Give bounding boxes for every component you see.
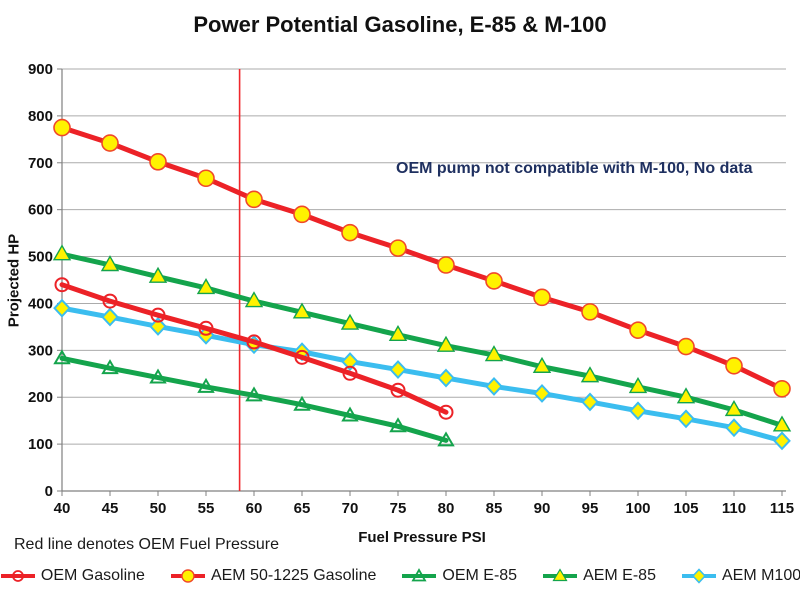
- legend-item-aem-50-1225-gasoline: AEM 50-1225 Gasoline: [169, 566, 376, 586]
- x-tick-label: 70: [342, 500, 359, 517]
- oem-gasoline-marker-icon: [0, 570, 35, 582]
- oem-e85-marker-icon: [402, 568, 437, 582]
- y-tick-label: 800: [28, 108, 53, 125]
- x-tick-label: 105: [673, 500, 698, 517]
- x-tick-label: 90: [534, 500, 551, 517]
- x-tick-label: 40: [54, 500, 71, 517]
- legend-label: AEM M100: [721, 567, 800, 584]
- y-tick-label: 100: [28, 436, 53, 453]
- x-tick-label: 110: [722, 500, 746, 517]
- chart-title: Power Potential Gasoline, E-85 & M-100: [193, 12, 607, 37]
- legend-item-oem-e85: OEM E-85: [400, 566, 517, 586]
- x-tick-label: 95: [582, 500, 599, 517]
- y-tick-label: 300: [28, 342, 53, 359]
- y-axis-title: Projected HP: [5, 233, 23, 328]
- y-tick-label: 400: [28, 295, 53, 312]
- x-tick-label: 80: [438, 500, 455, 517]
- series-line-oem-e-85: [59, 355, 449, 443]
- legend-label: OEM E-85: [442, 567, 518, 584]
- x-tick-label: 55: [198, 500, 215, 517]
- chart-annotation: OEM pump not compatible with M-100, No d…: [396, 160, 753, 177]
- series-line-aem-50-1225-gasoline: [59, 125, 785, 392]
- legend-item-aem-m100: AEM M100: [680, 566, 800, 586]
- x-tick-label: 75: [390, 500, 407, 517]
- legend: OEM Gasoline AEM 50-1225 Gasoline OEM E-…: [0, 566, 800, 586]
- series-line-aem-m100: [59, 305, 785, 444]
- x-tick-label: 85: [486, 500, 503, 517]
- vline-footnote: Red line denotes OEM Fuel Pressure: [14, 536, 280, 553]
- legend-item-oem-gasoline: OEM Gasoline: [0, 566, 145, 586]
- y-tick-label: 500: [28, 249, 53, 266]
- legend-label: AEM 50-1225 Gasoline: [210, 567, 377, 584]
- legend-item-aem-e85: AEM E-85: [541, 566, 656, 586]
- y-tick-label: 0: [45, 483, 53, 500]
- legend-label: AEM E-85: [583, 567, 656, 584]
- legend-label: OEM Gasoline: [40, 567, 145, 584]
- y-tick-label: 900: [28, 61, 53, 78]
- series-line-aem-e-85: [59, 251, 785, 428]
- aem-e85-marker-icon: [543, 568, 578, 582]
- x-tick-label: 100: [625, 500, 650, 517]
- y-tick-label: 700: [28, 155, 53, 172]
- x-tick-label: 60: [246, 500, 263, 517]
- x-tick-label: 50: [150, 500, 167, 517]
- x-tick-label: 65: [294, 500, 311, 517]
- x-axis-title: Fuel Pressure PSI: [358, 529, 486, 546]
- y-tick-label: 200: [28, 389, 53, 406]
- aem-gasoline-marker-icon: [170, 569, 205, 583]
- y-tick-label: 600: [28, 202, 53, 219]
- aem-m100-marker-icon: [681, 568, 716, 584]
- series-line-oem-gasoline: [59, 282, 449, 415]
- x-tick-label: 45: [102, 500, 119, 517]
- x-tick-label: 115: [770, 500, 794, 517]
